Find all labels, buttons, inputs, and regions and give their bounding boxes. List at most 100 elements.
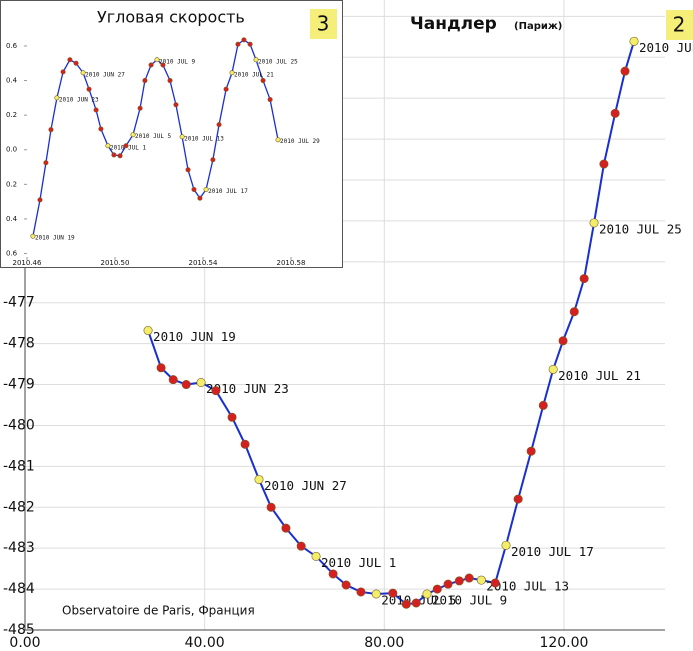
data-point <box>599 159 609 169</box>
data-point <box>211 386 221 396</box>
point-label: 2010 JUN 27 <box>85 71 125 78</box>
inset-chart: 2010.46 2010.50 2010.54 2010.58 0.6 0.4 0.2 0.0… <box>0 0 343 268</box>
y-tick-label: -479 <box>3 377 35 393</box>
y-tick-label: -485 <box>3 622 35 638</box>
data-point <box>181 380 191 390</box>
data-point <box>98 126 104 132</box>
data-point <box>275 137 281 143</box>
data-point <box>388 588 398 598</box>
y-tick-label: -477 <box>3 295 35 311</box>
data-point <box>43 160 49 166</box>
data-point <box>548 364 558 374</box>
data-point <box>123 143 129 149</box>
data-point <box>191 187 197 193</box>
point-label: 2010 JUN 23 <box>59 96 99 103</box>
data-point <box>156 363 166 373</box>
data-point <box>432 584 442 594</box>
data-point <box>37 197 43 203</box>
point-label: 2010 JUL 1 <box>110 144 147 151</box>
data-point <box>610 108 620 118</box>
data-point <box>411 598 421 608</box>
data-point <box>30 233 36 239</box>
data-point <box>80 70 86 76</box>
data-point <box>490 578 500 588</box>
data-point <box>67 57 73 63</box>
x-tick-label: 2010.54 <box>189 259 218 267</box>
data-point <box>526 446 536 456</box>
y-tick-label: 0.6 <box>6 250 18 258</box>
data-point <box>371 589 381 599</box>
data-point <box>422 589 432 599</box>
data-point <box>589 218 599 228</box>
data-point <box>48 127 54 133</box>
data-point <box>111 152 117 158</box>
point-label: 2010 JUL 25 <box>599 221 682 236</box>
data-point <box>513 494 523 504</box>
point-label: 2010 JUL 21 <box>234 71 274 78</box>
data-point <box>130 132 136 138</box>
point-label: 2010 JUL 1 <box>321 555 396 570</box>
data-point <box>620 66 630 76</box>
point-label: 2010 JUN 19 <box>35 235 75 242</box>
data-point <box>137 105 143 111</box>
data-point <box>203 187 209 193</box>
data-point <box>281 523 291 533</box>
data-point <box>260 78 266 84</box>
data-point <box>227 412 237 422</box>
x-tick-label: 2010.58 <box>277 259 306 267</box>
point-label: 2010 JUL 21 <box>558 368 641 383</box>
data-point <box>179 134 185 140</box>
data-point <box>267 97 273 103</box>
data-point <box>328 569 338 579</box>
data-point <box>54 95 60 101</box>
point-label: 2010 JUL 5 <box>135 133 172 140</box>
data-point <box>229 70 235 76</box>
data-point <box>196 377 206 387</box>
data-point <box>223 86 229 92</box>
point-label: 2010 JUL 9 <box>159 58 196 65</box>
data-point <box>538 400 548 410</box>
point-label: 2010 JUL 25 <box>258 58 298 65</box>
y-tick-label: -481 <box>3 458 35 474</box>
data-point <box>86 86 92 92</box>
data-point <box>464 573 474 583</box>
y-tick-label: 0.2 <box>6 111 17 119</box>
point-label: 2010 JUL 17 <box>511 544 594 559</box>
data-point <box>105 143 111 149</box>
inset-frame <box>0 0 343 268</box>
data-point <box>167 78 173 84</box>
x-tick-label: 40.00 <box>185 635 225 651</box>
inset-title: Угловая скорость <box>97 8 245 27</box>
data-point <box>235 41 241 47</box>
data-point <box>266 502 276 512</box>
data-point <box>579 274 589 284</box>
data-point <box>185 167 191 173</box>
data-point <box>569 307 579 317</box>
x-tick-label: 2010.46 <box>13 259 42 267</box>
data-point <box>197 195 203 201</box>
point-label: 2010 JUL 17 <box>208 188 248 195</box>
data-point <box>210 157 216 163</box>
data-point <box>311 551 321 561</box>
data-point <box>160 62 166 68</box>
point-label: 2010 JUL 29 <box>639 40 693 55</box>
data-point <box>341 580 351 590</box>
badge: 2 <box>673 13 686 37</box>
data-point <box>454 576 464 586</box>
data-point <box>629 36 639 46</box>
data-point <box>148 62 154 68</box>
data-point <box>247 41 253 47</box>
point-label: 2010 JUL 13 <box>486 579 569 594</box>
data-point <box>558 336 568 346</box>
data-point <box>443 579 453 589</box>
data-point <box>240 439 250 449</box>
y-tick-label: 0.0 <box>6 146 17 154</box>
point-label: 2010 JUL 13 <box>184 135 224 142</box>
badge-box <box>666 10 693 40</box>
data-point <box>143 326 153 336</box>
data-point <box>117 153 123 159</box>
chart-subtitle: (Париж) <box>514 21 562 32</box>
data-point <box>73 60 79 66</box>
data-point <box>241 37 247 43</box>
data-point <box>296 541 306 551</box>
